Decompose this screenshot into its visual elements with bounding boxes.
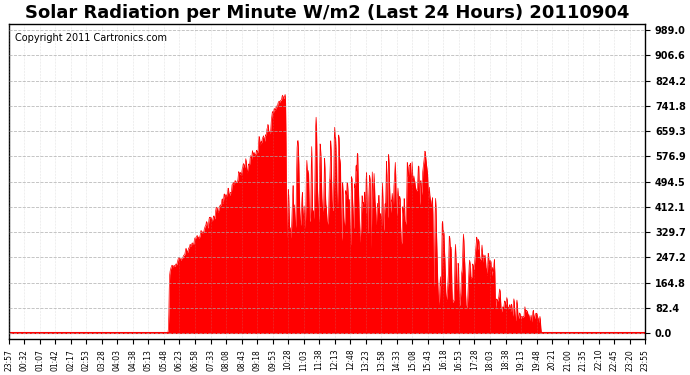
Title: Solar Radiation per Minute W/m2 (Last 24 Hours) 20110904: Solar Radiation per Minute W/m2 (Last 24…	[25, 4, 629, 22]
Text: Copyright 2011 Cartronics.com: Copyright 2011 Cartronics.com	[15, 33, 167, 43]
